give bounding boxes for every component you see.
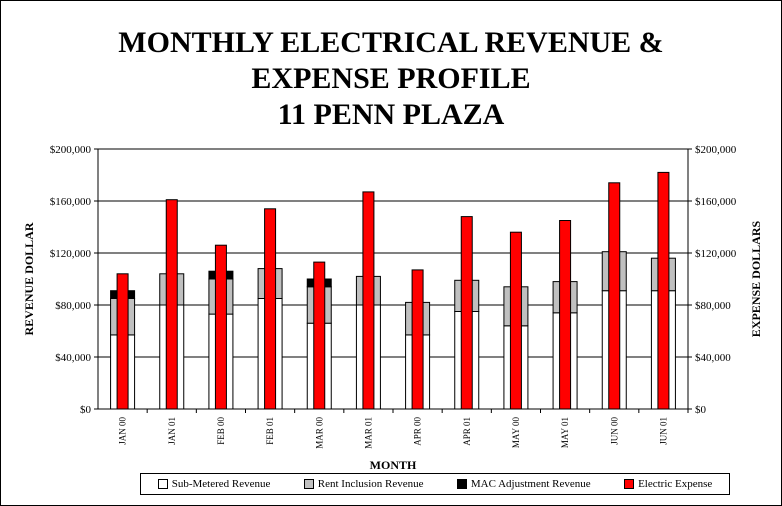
x-tick-label: FEB 00: [216, 417, 226, 445]
bar-electric-expense: [460, 216, 473, 410]
legend-label-mac-adjustment: MAC Adjustment Revenue: [470, 478, 591, 490]
x-tick-label: JUN 00: [609, 417, 619, 445]
x-tick-label: APR 01: [462, 417, 472, 446]
legend-swatch-electric-expense: [624, 479, 635, 489]
bar-electric-expense: [559, 220, 572, 410]
y-tick-label-right: $200,000: [695, 144, 737, 156]
x-tick-label: MAR 00: [314, 417, 324, 449]
legend-swatch-rent-inclusion: [303, 479, 314, 489]
y-tick-label-right: $0: [695, 404, 707, 416]
x-tick-label: MAR 01: [363, 417, 373, 449]
plot-area: [98, 149, 688, 409]
bar-electric-expense: [165, 199, 178, 410]
legend-item-electric-expense: Electric Expense: [624, 478, 712, 490]
chart-title-line-3: 11 PENN PLAZA: [277, 98, 505, 131]
x-tick-label: FEB 01: [265, 417, 275, 445]
chart-title-line-1: MONTHLY ELECTRICAL REVENUE &: [118, 26, 664, 59]
legend-swatch-mac-adjustment: [456, 479, 467, 489]
y-tick-label-left: $40,000: [55, 352, 91, 364]
x-axis-title: MONTH: [370, 458, 417, 472]
y-axis-title-right: EXPENSE DOLLARS: [749, 221, 763, 338]
legend-label-sub-metered: Sub-Metered Revenue: [171, 478, 271, 490]
legend-item-sub-metered: Sub-Metered Revenue: [157, 478, 271, 490]
legend-swatch-sub-metered: [157, 479, 168, 489]
bar-electric-expense: [116, 273, 129, 410]
x-tick-label: APR 00: [413, 417, 423, 446]
y-tick-label-left: $120,000: [50, 248, 92, 260]
y-tick-label-left: $80,000: [55, 300, 91, 312]
x-tick-label: JUN 01: [658, 417, 668, 445]
bar-electric-expense: [509, 231, 522, 410]
bar-electric-expense: [608, 182, 621, 410]
legend-item-mac-adjustment: MAC Adjustment Revenue: [456, 478, 591, 490]
y-tick-label-right: $80,000: [695, 300, 731, 312]
x-tick-label: MAY 01: [560, 417, 570, 448]
x-tick-label: JAN 00: [118, 417, 128, 445]
bar-electric-expense: [657, 171, 670, 410]
legend-label-rent-inclusion: Rent Inclusion Revenue: [317, 478, 424, 490]
bar-electric-expense: [362, 191, 375, 410]
y-tick-label-right: $160,000: [695, 196, 737, 208]
legend-label-electric-expense: Electric Expense: [638, 478, 713, 490]
chart-title-line-2: EXPENSE PROFILE: [251, 62, 531, 95]
bar-electric-expense: [411, 269, 424, 410]
y-axis-title-left: REVENUE DOLLAR: [22, 222, 36, 335]
y-tick-label-right: $40,000: [695, 352, 731, 364]
bar-electric-expense: [313, 261, 326, 410]
bar-electric-expense: [264, 208, 277, 410]
y-tick-label-left: $200,000: [50, 144, 92, 156]
y-tick-label-left: $0: [80, 404, 92, 416]
bar-electric-expense: [214, 244, 227, 410]
legend-item-rent-inclusion: Rent Inclusion Revenue: [303, 478, 424, 490]
chart-legend: Sub-Metered Revenue Rent Inclusion Reven…: [140, 473, 730, 495]
x-tick-label: JAN 01: [167, 417, 177, 445]
y-tick-label-right: $120,000: [695, 248, 737, 260]
x-tick-label: MAY 00: [511, 417, 521, 449]
y-tick-label-left: $160,000: [50, 196, 92, 208]
